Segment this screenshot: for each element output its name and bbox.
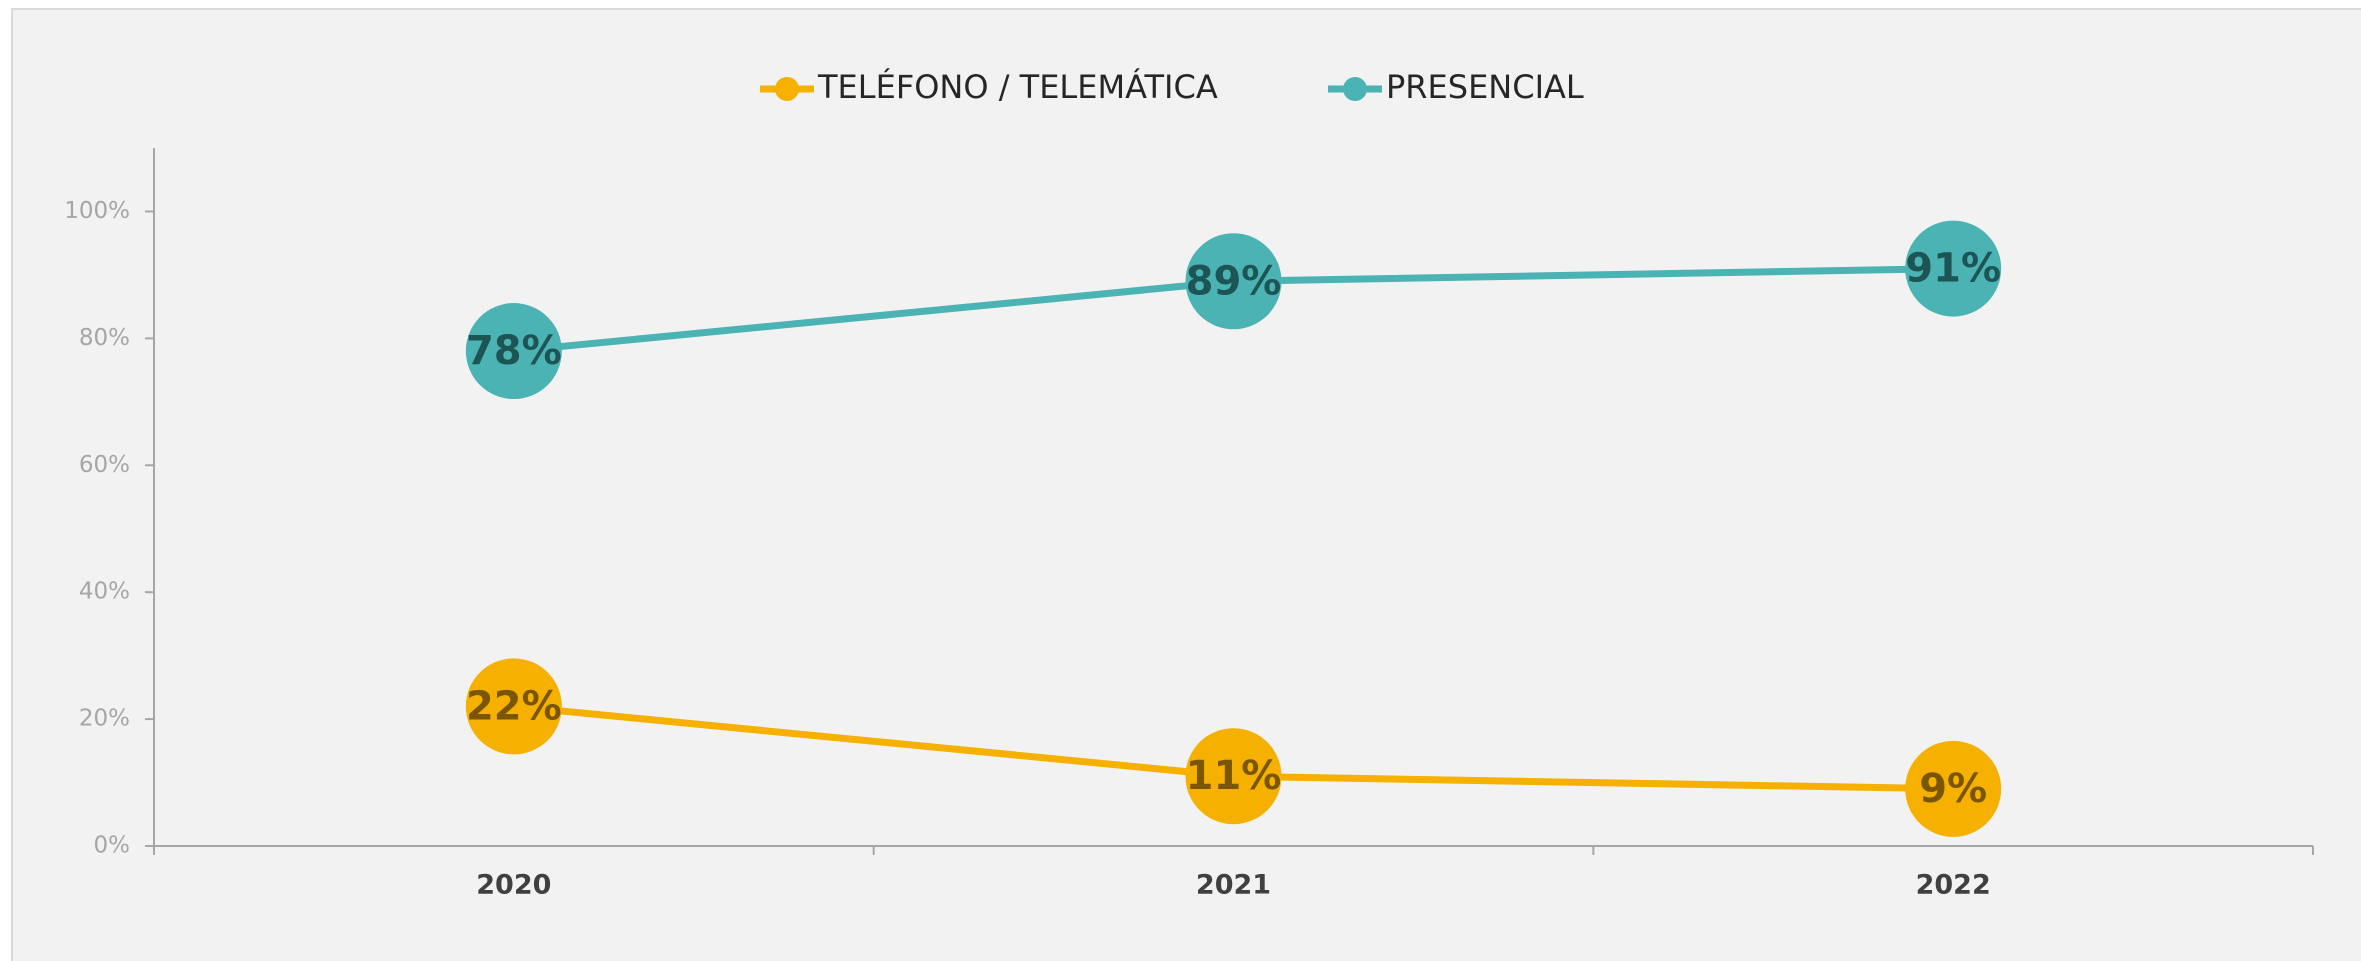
legend-marker [775,77,799,101]
data-point [1905,220,2002,317]
y-tick-label: 60% [79,452,130,478]
y-tick-label: 100% [64,198,130,224]
data-point [465,303,562,400]
legend-label: PRESENCIAL [1386,68,1584,106]
y-tick-label: 20% [79,706,130,732]
data-point [1185,233,1282,330]
data-point [465,658,562,755]
data-label: 9% [1919,766,1987,812]
legend-marker [1343,77,1367,101]
data-label: 22% [466,683,562,729]
data-label: 89% [1186,258,1282,304]
y-tick-label: 80% [79,325,130,351]
x-tick-label: 2021 [1196,870,1271,901]
data-point [1185,728,1282,825]
x-tick-label: 2020 [476,870,551,901]
data-label: 78% [466,328,562,374]
x-tick-label: 2022 [1916,870,1991,901]
chart-background [11,8,2361,961]
legend-label: TELÉFONO / TELEMÁTICA [817,68,1218,106]
y-tick-label: 0% [94,833,131,859]
data-label: 91% [1905,246,2001,292]
data-point [1905,740,2002,837]
data-label: 11% [1186,753,1282,799]
y-tick-label: 40% [79,579,130,605]
